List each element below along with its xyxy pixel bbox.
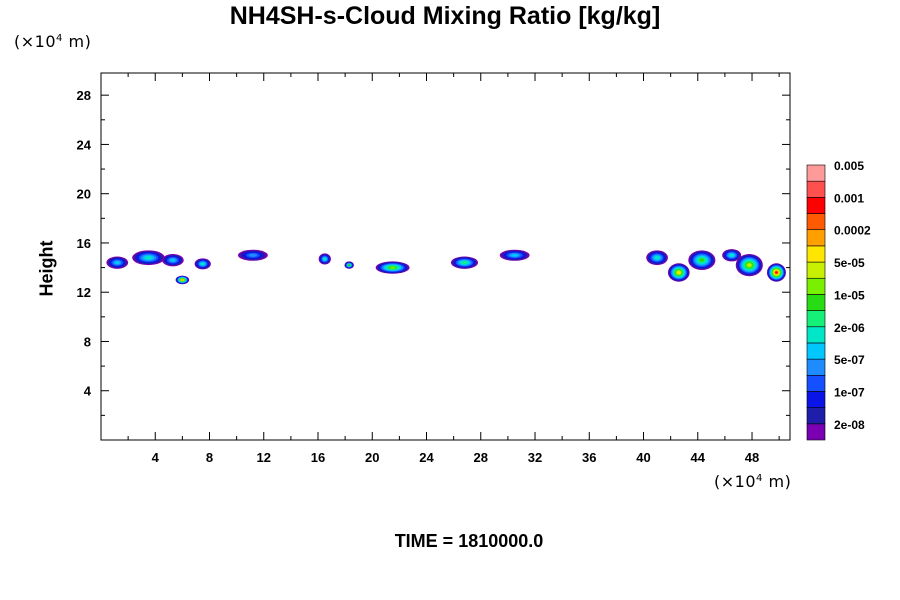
- cloud-layer: [170, 258, 176, 262]
- cloud-layer: [348, 264, 351, 267]
- colorbar-swatch: [806, 342, 826, 360]
- x-tick-label: 44: [691, 450, 706, 465]
- cloud-blob: [162, 254, 184, 267]
- time-label: TIME = 1810000.0: [394, 531, 544, 551]
- cloud-blob: [667, 263, 690, 282]
- cloud-layer: [390, 266, 396, 269]
- cloud-blob: [194, 258, 211, 270]
- cloud-layer: [729, 253, 734, 257]
- colorbar-swatch: [806, 294, 826, 311]
- x-tick-label: 12: [257, 450, 271, 465]
- cloud-blob: [646, 250, 668, 266]
- colorbar-label: 5e-05: [834, 256, 865, 270]
- x-tick-label: 40: [636, 450, 650, 465]
- x-tick-label: 16: [311, 450, 325, 465]
- colorbar-label: 1e-05: [834, 288, 865, 302]
- x-tick-label: 32: [528, 450, 542, 465]
- cloud-layer: [145, 256, 152, 260]
- x-tick-label: 24: [419, 450, 434, 465]
- chart-title: NH4SH-s-Cloud Mixing Ratio [kg/kg]: [229, 2, 661, 30]
- y-tick-label: 20: [77, 187, 91, 202]
- cloud-blob: [499, 249, 530, 261]
- colorbar-swatch: [806, 391, 826, 408]
- colorbar-swatch: [806, 180, 826, 198]
- cloud-blob: [106, 256, 129, 269]
- y-axis-unit: (×104 m): [14, 32, 92, 51]
- cloud-blob: [237, 249, 268, 261]
- colorbar-swatch: [806, 261, 826, 279]
- y-tick-label: 4: [84, 384, 92, 399]
- colorbar-swatch: [806, 310, 826, 328]
- colorbar-swatch: [806, 326, 826, 344]
- cloud-layer: [248, 253, 258, 257]
- colorbar-swatch: [806, 164, 826, 182]
- cloud-blob: [318, 253, 331, 265]
- cloud-blob: [688, 250, 716, 271]
- cloud-layer: [461, 261, 468, 264]
- colorbar-swatch: [806, 213, 826, 231]
- colorbar-swatch: [806, 423, 826, 441]
- colorbar-swatch: [806, 407, 826, 425]
- cloud-layer: [114, 261, 120, 265]
- colorbar-label: 0.0002: [834, 224, 871, 238]
- plot-frame: [100, 72, 791, 441]
- x-axis-unit: (×104 m): [714, 472, 792, 491]
- colorbar-label: 2e-06: [834, 321, 865, 335]
- cloud-layer: [747, 263, 752, 267]
- cloud-blob: [766, 263, 786, 282]
- colorbar-label: 0.005: [834, 159, 864, 173]
- colorbar-swatch: [806, 245, 826, 263]
- x-tick-label: 36: [582, 450, 596, 465]
- cloud-layer: [323, 257, 327, 261]
- cloud-blob: [132, 250, 165, 266]
- cloud-blob: [450, 256, 479, 269]
- y-tick-label: 8: [84, 334, 91, 349]
- y-tick-label: 24: [77, 137, 92, 152]
- cloud-layer: [699, 258, 705, 262]
- cloud-layer: [201, 262, 205, 266]
- colorbar-label: 2e-08: [834, 418, 865, 432]
- cloud-blob: [722, 249, 742, 262]
- colorbar-swatch: [806, 374, 826, 392]
- y-tick-label: 12: [77, 285, 91, 300]
- colorbar-swatch: [806, 277, 826, 295]
- cloud-layer: [654, 256, 660, 260]
- cloud-blob: [344, 261, 354, 269]
- y-tick-label: 28: [77, 88, 91, 103]
- cloud-blob: [735, 254, 763, 277]
- colorbar-label: 0.001: [834, 191, 864, 205]
- colorbar-swatch: [806, 229, 826, 247]
- cloud-layer: [511, 253, 519, 257]
- cloud-layer: [181, 278, 184, 281]
- cloud-layer: [677, 271, 681, 274]
- x-tick-label: 4: [152, 450, 160, 465]
- y-tick-label: 16: [77, 236, 91, 251]
- x-tick-label: 48: [745, 450, 759, 465]
- x-tick-label: 20: [365, 450, 379, 465]
- colorbar-label: 5e-07: [834, 353, 865, 367]
- cloud-blob: [175, 275, 190, 285]
- colorbar-swatch: [806, 358, 826, 376]
- x-tick-label: 8: [206, 450, 213, 465]
- colorbar-label: 1e-07: [834, 385, 865, 399]
- cloud-blob: [375, 261, 410, 274]
- colorbar-swatch: [806, 197, 826, 214]
- cloud-layer: [775, 271, 778, 274]
- x-tick-label: 28: [474, 450, 488, 465]
